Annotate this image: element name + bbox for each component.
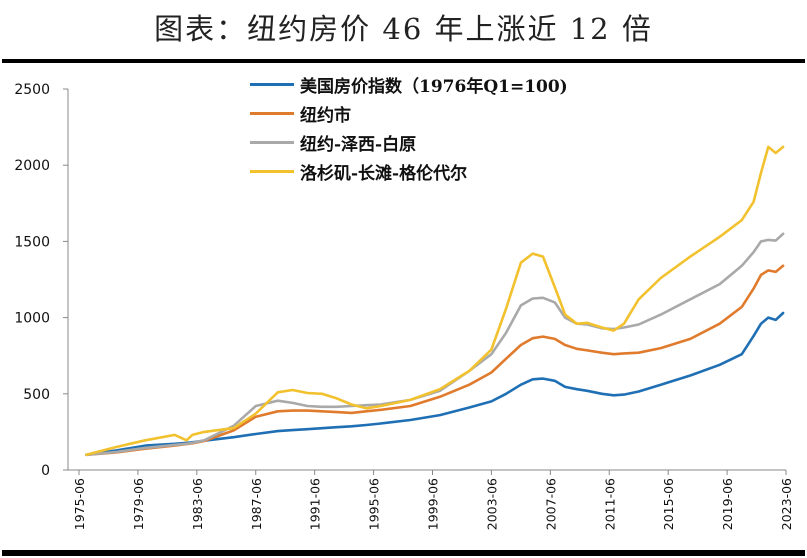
legend-label: 洛杉矶-长滩-格伦代尔 <box>300 164 468 184</box>
legend-item-la-lb-glendale: 洛杉矶-长滩-格伦代尔 <box>250 157 568 186</box>
x-tick-label: 1979-06 <box>131 478 146 530</box>
x-tick-label: 2011-06 <box>602 478 617 530</box>
x-tick-label: 2003-06 <box>484 478 499 530</box>
x-tick-label: 2007-06 <box>543 478 558 530</box>
legend-swatch <box>250 83 294 86</box>
legend-swatch <box>250 170 294 173</box>
legend-label: 纽约市 <box>300 106 351 126</box>
y-tick-label: 2000 <box>14 158 50 174</box>
legend-item-ny-nj-wp: 纽约-泽西-白原 <box>250 128 568 157</box>
series-line-3 <box>85 145 785 457</box>
y-tick-label: 500 <box>23 387 50 403</box>
x-tick-label: 2019-06 <box>720 478 735 530</box>
x-tick-label: 1991-06 <box>308 478 323 530</box>
legend-swatch <box>250 141 294 144</box>
x-tick-label: 2023-06 <box>779 478 794 530</box>
series-line-2 <box>85 232 785 457</box>
y-tick-label: 0 <box>41 463 50 479</box>
x-tick-label: 2015-06 <box>661 478 676 530</box>
series-lines <box>85 145 785 457</box>
legend-item-nyc: 纽约市 <box>250 99 568 128</box>
y-tick-label: 2500 <box>14 82 50 98</box>
legend-label: 美国房价指数（1976年Q1=100) <box>300 77 568 97</box>
legend-swatch <box>250 112 294 115</box>
chart-title: 图表：纽约房价 46 年上涨近 12 倍 <box>154 12 653 46</box>
axes <box>67 89 786 471</box>
legend-label: 纽约-泽西-白原 <box>300 135 417 155</box>
x-tick-label: 1975-06 <box>72 478 87 530</box>
bottom-rule <box>2 550 805 556</box>
y-tick-label: 1000 <box>14 311 50 327</box>
y-axis-ticks: 0 500 1000 1500 2000 2500 <box>14 82 68 479</box>
legend-item-us-index: 美国房价指数（1976年Q1=100) <box>250 70 568 99</box>
y-tick-label: 1500 <box>14 234 50 250</box>
series-line-0 <box>85 311 785 457</box>
x-axis-ticks: 1975-06 1979-06 1983-06 1987-06 1991-06 1995-… <box>72 470 794 530</box>
legend: 美国房价指数（1976年Q1=100) 纽约市 纽约-泽西-白原 洛杉矶-长滩-… <box>250 70 568 186</box>
top-rule <box>2 59 805 63</box>
x-tick-label: 1987-06 <box>249 478 264 530</box>
x-tick-label: 1999-06 <box>426 478 441 530</box>
x-tick-label: 1995-06 <box>367 478 382 530</box>
series-line-1 <box>85 264 785 457</box>
x-tick-label: 1983-06 <box>190 478 205 530</box>
